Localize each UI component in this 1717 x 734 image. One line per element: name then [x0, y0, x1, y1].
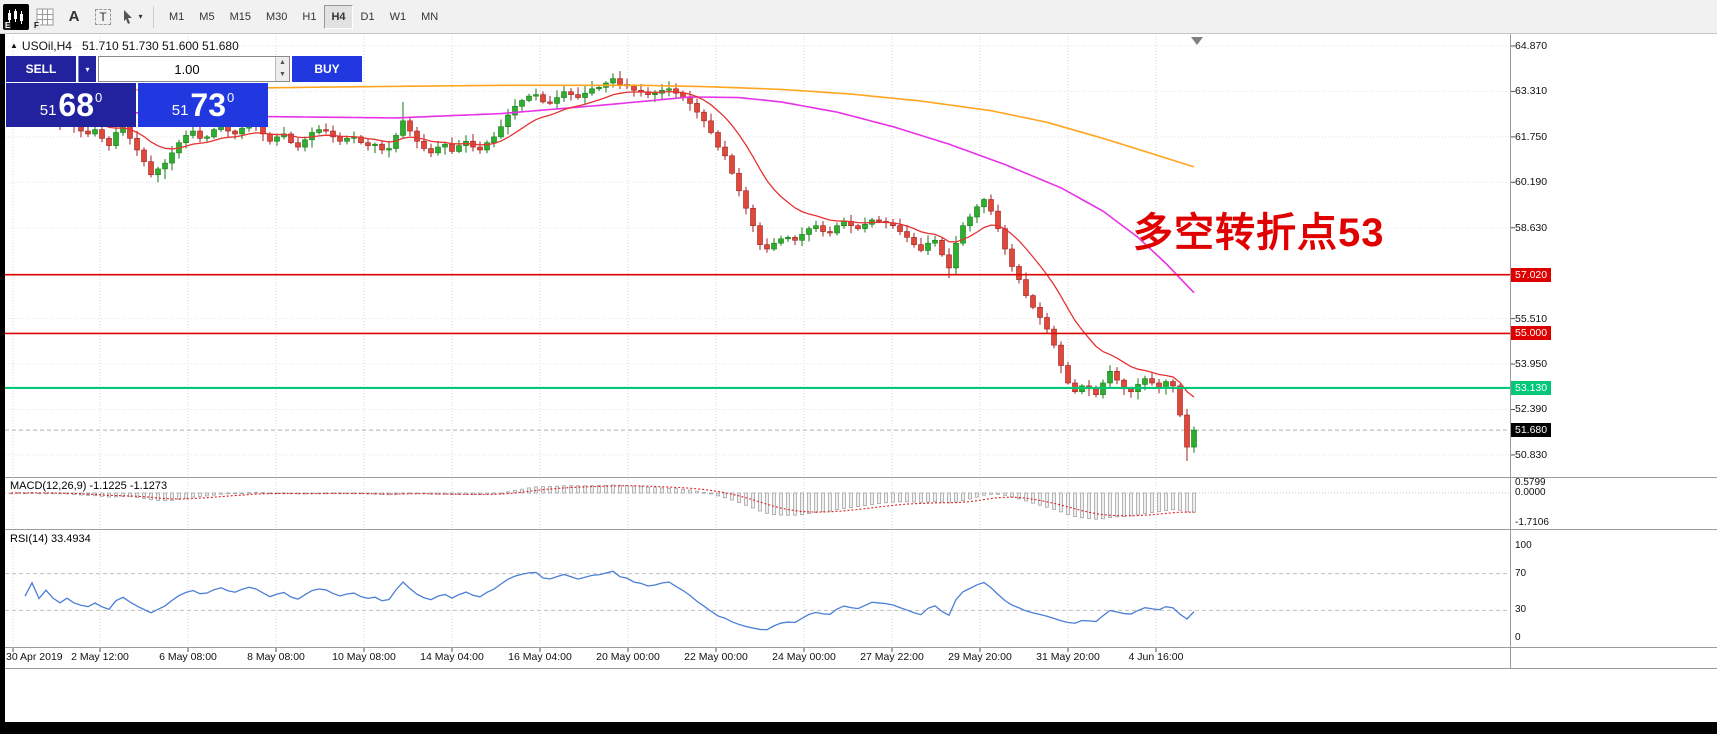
price-axis-label: 63.310 [1515, 85, 1548, 98]
time-axis-label: 22 May 00:00 [684, 651, 748, 663]
timeframe-w1[interactable]: W1 [389, 10, 407, 23]
lot-increment-button[interactable]: ▲ [276, 57, 289, 69]
sell-button[interactable]: SELL [6, 56, 76, 82]
macd-axis-label: 0.5799 [1515, 477, 1546, 488]
ohlc-values: 51.710 51.730 51.600 51.680 [81, 39, 239, 53]
buy-price-small: 51 [171, 101, 189, 119]
timeframe-m1[interactable]: M1 [169, 10, 185, 23]
label-tool-glyph: T [95, 8, 111, 25]
macd-indicator-label: MACD(12,26,9) -1.1225 -1.1273 [10, 480, 168, 492]
buy-price-big: 73 [190, 87, 227, 123]
rsi-axis-label: 70 [1515, 567, 1527, 579]
rsi-indicator-label: RSI(14) 33.4934 [10, 533, 91, 545]
sell-price-small: 51 [39, 101, 57, 119]
text-tool-glyph: A [68, 8, 80, 25]
timeframe-m30[interactable]: M30 [265, 10, 288, 23]
window-edge-left [0, 34, 5, 722]
cursor-tool-icon[interactable]: ▾ [119, 4, 145, 30]
lot-size-input[interactable] [99, 57, 275, 81]
timeframe-h4[interactable]: H4 [324, 4, 353, 29]
macd-axis-label: 0.0000 [1515, 487, 1546, 498]
timeframe-mn[interactable]: MN [421, 10, 439, 23]
macd-axis-label: -1.7106 [1515, 516, 1549, 528]
time-axis-label: 24 May 00:00 [772, 651, 836, 663]
buy-button[interactable]: BUY [292, 56, 362, 82]
hint-badge-e: E [4, 20, 12, 30]
time-axis-label: 10 May 08:00 [332, 651, 396, 663]
price-axis-label: 50.830 [1515, 448, 1548, 461]
lot-size-box: ▲ ▼ [98, 56, 290, 82]
time-axis-label: 16 May 04:00 [508, 651, 572, 663]
time-axis-label: 29 May 20:00 [948, 651, 1012, 663]
price-line-badge: 53.130 [1511, 380, 1552, 395]
sell-price-big: 68 [58, 87, 95, 123]
window-edge-bottom [0, 722, 1717, 734]
time-axis-label: 8 May 08:00 [247, 651, 305, 663]
candlestick-glyph [8, 8, 23, 24]
text-tool-icon[interactable]: A [61, 4, 87, 30]
buy-price-sup: 0 [227, 89, 235, 105]
grid-glyph [36, 8, 54, 25]
time-axis-label: 27 May 22:00 [860, 651, 924, 663]
price-axis-label: 52.390 [1515, 403, 1548, 416]
price-axis-label: 64.870 [1515, 40, 1548, 52]
rsi-axis-label: 0 [1515, 632, 1521, 643]
time-axis-label: 4 Jun 16:00 [1128, 651, 1184, 663]
grid-icon[interactable]: F [32, 4, 58, 30]
time-axis-label: 14 May 04:00 [420, 651, 484, 663]
time-axis-label: 20 May 00:00 [596, 651, 660, 663]
timeframe-h1[interactable]: H1 [302, 10, 317, 23]
chart-title: ▲ USOil,H4 51.710 51.730 51.600 51.680 [10, 39, 239, 53]
chevron-down-icon: ▾ [85, 64, 90, 74]
time-axis-label: 31 May 20:00 [1036, 651, 1100, 663]
chevron-down-icon: ▾ [138, 12, 143, 21]
cursor-glyph [124, 9, 133, 24]
rsi-axis-label: 100 [1515, 540, 1532, 551]
buy-price-quote[interactable]: 51 73 0 [138, 83, 268, 127]
toolbar: E F A T ▾ M1 M5 M15 M30 H1 H4 D1 W1 MN [0, 0, 1717, 34]
lot-decrement-button[interactable]: ▼ [276, 69, 289, 81]
order-type-dropdown[interactable]: ▾ [78, 56, 96, 82]
timeframe-group: M1 M5 M15 M30 H1 H4 D1 W1 MN [162, 4, 445, 29]
label-tool-icon[interactable]: T [90, 4, 116, 30]
time-axis-label: 2 May 12:00 [71, 651, 129, 663]
collapse-arrow-icon[interactable]: ▲ [10, 41, 18, 50]
time-axis-label: 30 Apr 2019 [6, 651, 63, 663]
price-line-badge: 51.680 [1511, 423, 1552, 438]
sell-price-quote[interactable]: 51 68 0 [6, 83, 136, 127]
timeframe-d1[interactable]: D1 [360, 10, 375, 23]
price-axis-label: 58.630 [1515, 221, 1548, 234]
price-axis-label: 61.750 [1515, 130, 1548, 143]
price-axis-label: 55.510 [1515, 312, 1548, 325]
price-line-badge: 57.020 [1511, 267, 1552, 282]
price-axis-label: 53.950 [1515, 358, 1548, 371]
rsi-axis-label: 30 [1515, 604, 1527, 616]
time-axis-label: 6 May 08:00 [159, 651, 217, 663]
chart-annotation: 多空转折点53 [1133, 211, 1385, 255]
sell-price-sup: 0 [95, 89, 103, 105]
timeframe-m5[interactable]: M5 [199, 10, 215, 23]
toolbar-separator [153, 5, 154, 28]
hint-badge-f: F [33, 20, 40, 30]
lot-spinner: ▲ ▼ [275, 57, 289, 81]
timeframe-m15[interactable]: M15 [229, 10, 251, 23]
symbol-name: USOil,H4 [21, 39, 72, 53]
chart-type-icon[interactable]: E [3, 3, 29, 30]
price-line-badge: 55.000 [1511, 326, 1552, 341]
price-axis-label: 60.190 [1515, 176, 1548, 189]
